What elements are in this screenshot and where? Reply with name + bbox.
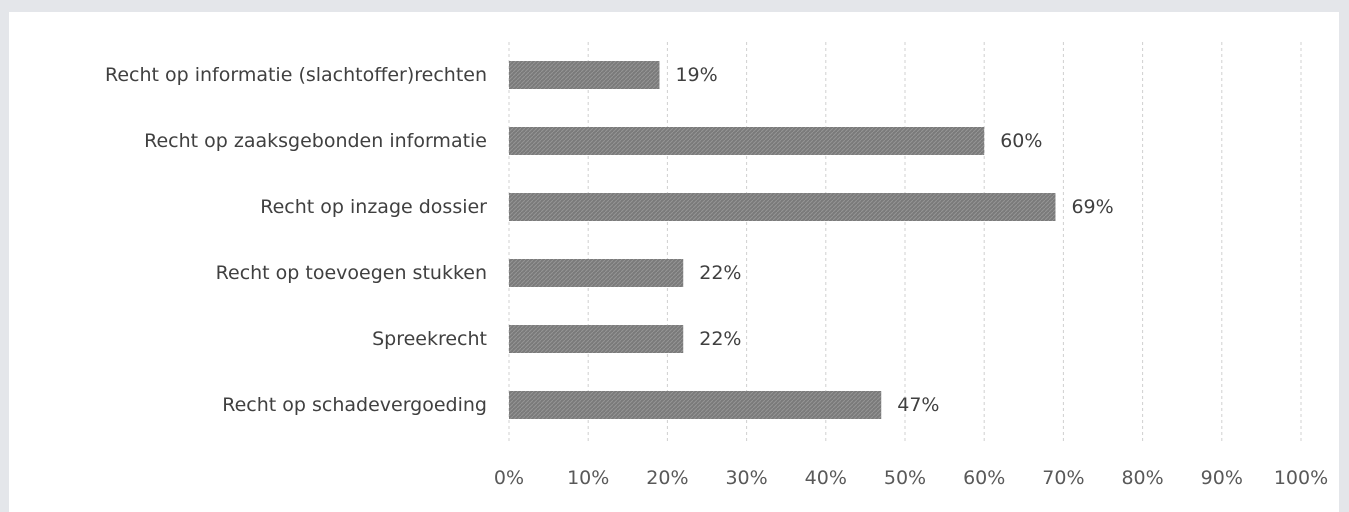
gridlines — [508, 42, 1302, 444]
data-label: 22% — [699, 328, 741, 350]
category-label: Recht op informatie (slachtoffer)rechten — [105, 64, 487, 86]
category-label: Spreekrecht — [372, 328, 487, 350]
x-tick-label: 100% — [1274, 467, 1328, 489]
x-tick-labels: 0% 10% 20% 30% 40% 50% 60% 70% 80% 90% 100% — [494, 467, 1328, 489]
data-label: 47% — [897, 394, 939, 416]
bar — [509, 325, 684, 353]
bar — [509, 61, 660, 89]
data-label: 22% — [699, 262, 741, 284]
x-tick-label: 80% — [1121, 467, 1163, 489]
chart-card: Recht op informatie (slachtoffer)rechten… — [9, 12, 1339, 512]
category-label: Recht op zaaksgebonden informatie — [144, 130, 487, 152]
x-tick-label: 30% — [725, 467, 767, 489]
data-label: 60% — [1000, 130, 1042, 152]
bar — [509, 193, 1056, 221]
category-labels: Recht op informatie (slachtoffer)rechten… — [105, 64, 487, 416]
data-label: 69% — [1071, 196, 1113, 218]
x-tick-label: 70% — [1042, 467, 1084, 489]
bar — [509, 391, 882, 419]
value-labels: 19% 60% 69% 22% 22% 47% — [675, 64, 1113, 416]
category-label: Recht op toevoegen stukken — [216, 262, 487, 284]
bar — [509, 259, 684, 287]
bar-chart: Recht op informatie (slachtoffer)rechten… — [105, 42, 1328, 489]
x-tick-label: 0% — [494, 467, 524, 489]
bar — [509, 127, 985, 155]
category-label: Recht op schadevergoeding — [222, 394, 487, 416]
x-tick-label: 60% — [963, 467, 1005, 489]
data-label: 19% — [675, 64, 717, 86]
x-tick-label: 40% — [805, 467, 847, 489]
bars — [509, 61, 1056, 419]
x-tick-label: 20% — [646, 467, 688, 489]
category-label: Recht op inzage dossier — [260, 196, 487, 218]
x-tick-label: 90% — [1201, 467, 1243, 489]
x-tick-label: 50% — [884, 467, 926, 489]
x-tick-label: 10% — [567, 467, 609, 489]
